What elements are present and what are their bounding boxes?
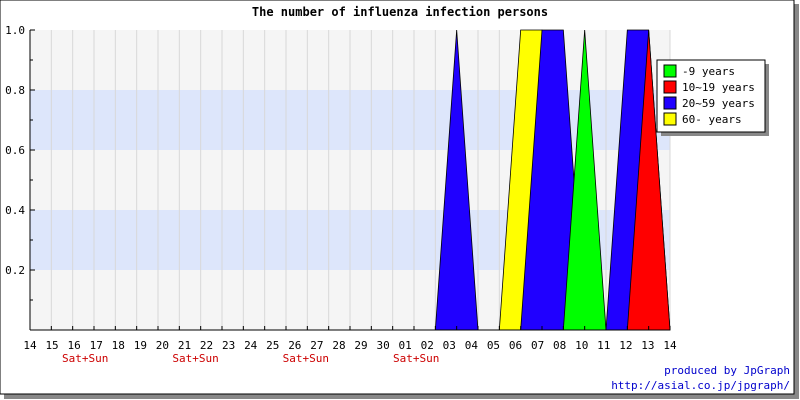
footer-credit: produced by JpGraph [664,364,790,377]
legend-swatch [663,112,677,126]
legend-label: 20~59 years [682,97,755,110]
legend-label: 60- years [682,113,742,126]
x-tick-label: 20 [156,339,169,352]
x-tick-label: 19 [134,339,147,352]
x-tick-label: 13 [641,339,654,352]
x-tick-label: 26 [288,339,301,352]
weekend-label: Sat+Sun [393,352,439,365]
legend: -9 years 10~19 years 20~59 years 60- years [656,59,769,136]
weekend-label: Sat+Sun [172,352,218,365]
legend-swatch [663,80,677,94]
x-tick-label: 23 [222,339,235,352]
x-tick-label: 14 [663,339,677,352]
x-tick-label: 06 [509,339,522,352]
y-tick-label: 0.6 [5,144,25,157]
legend-swatch [663,96,677,110]
x-tick-label: 08 [553,339,566,352]
x-tick-label: 21 [178,339,191,352]
y-tick-label: 0.4 [5,204,25,217]
x-tick-label: 18 [112,339,125,352]
x-tick-label: 27 [310,339,323,352]
x-tick-label: 16 [68,339,81,352]
weekend-label: Sat+Sun [62,352,108,365]
x-tick-label: 11 [597,339,610,352]
x-tick-label: 22 [200,339,213,352]
x-tick-label: 14 [23,339,37,352]
x-tick-label: 29 [354,339,367,352]
y-tick-label: 0.8 [5,84,25,97]
x-tick-label: 01 [399,339,412,352]
legend-items: -9 years 10~19 years 20~59 years 60- years [663,64,755,126]
x-tick-label: 30 [376,339,389,352]
chart-title: The number of influenza infection person… [252,5,548,19]
x-tick-label: 28 [332,339,345,352]
weekend-labels: Sat+Sun Sat+Sun Sat+Sun Sat+Sun [62,352,439,365]
x-ticks: 14 15 16 17 18 19 20 21 22 23 24 25 26 27 28 29 30 01 02 03… [23,326,677,352]
y-ticks: 0.2 0.4 0.6 0.8 1.0 [5,24,35,301]
x-tick-label: 04 [465,339,479,352]
x-tick-label: 25 [266,339,279,352]
x-tick-label: 24 [244,339,258,352]
x-tick-label: 07 [531,339,544,352]
x-tick-label: 03 [443,339,456,352]
y-tick-label: 0.2 [5,264,25,277]
x-tick-label: 10 [575,339,588,352]
legend-label: -9 years [682,65,735,78]
weekend-label: Sat+Sun [283,352,329,365]
x-tick-label: 15 [45,339,58,352]
x-tick-label: 02 [421,339,434,352]
x-tick-label: 05 [487,339,500,352]
legend-label: 10~19 years [682,81,755,94]
x-tick-label: 12 [619,339,632,352]
footer-url[interactable]: http://asial.co.jp/jpgraph/ [611,379,790,392]
y-tick-label: 1.0 [5,24,25,37]
legend-swatch [663,64,677,78]
x-tick-label: 17 [90,339,103,352]
